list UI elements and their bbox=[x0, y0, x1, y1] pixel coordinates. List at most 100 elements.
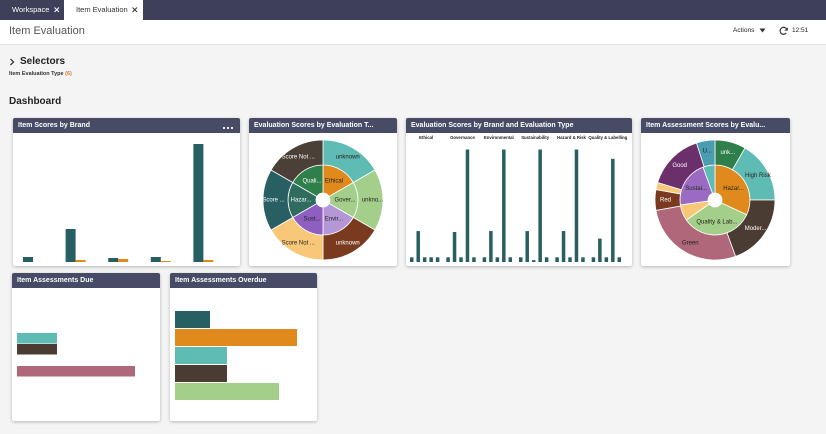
close-icon[interactable] bbox=[53, 6, 61, 14]
center-hole bbox=[316, 193, 330, 207]
segment-label: Red bbox=[660, 198, 671, 204]
bar bbox=[175, 347, 227, 364]
selectors-title[interactable]: Selectors bbox=[20, 56, 66, 67]
bar bbox=[508, 257, 513, 262]
bar bbox=[193, 144, 204, 262]
bar bbox=[160, 261, 171, 262]
bar bbox=[23, 257, 33, 262]
segment-label: Moder... bbox=[745, 226, 767, 232]
segment-label: Green bbox=[682, 240, 699, 246]
segment-label: Hazar... bbox=[723, 186, 744, 192]
close-icon[interactable] bbox=[131, 6, 139, 14]
page-header bbox=[0, 20, 826, 45]
chart bbox=[17, 333, 135, 377]
segment-label: Sust... bbox=[303, 217, 320, 223]
bar bbox=[581, 257, 585, 262]
card-title: Item Scores by Brand bbox=[13, 118, 240, 133]
sunburst-segment bbox=[695, 139, 716, 168]
refresh-icon[interactable] bbox=[779, 26, 789, 36]
segment-label: Score ... bbox=[262, 198, 285, 204]
segment-label: High Risk bbox=[745, 173, 772, 179]
segment-label: Gover... bbox=[334, 198, 355, 204]
segment-label: unk... bbox=[720, 150, 735, 156]
category-label: Environmental bbox=[484, 135, 514, 140]
bar bbox=[502, 149, 506, 262]
card: Item Assessments Overdue bbox=[170, 273, 317, 421]
category-label: Ethical bbox=[419, 135, 433, 140]
bar bbox=[598, 238, 602, 262]
dashboard-title: Dashboard bbox=[9, 96, 62, 107]
bar bbox=[435, 257, 440, 262]
category-label: Governance bbox=[450, 135, 475, 140]
category-label: Quality & Labelling bbox=[588, 135, 627, 140]
bar bbox=[574, 149, 579, 262]
center-hole bbox=[708, 193, 722, 207]
segment-label: U... bbox=[703, 149, 713, 155]
bar bbox=[175, 329, 297, 346]
bar bbox=[568, 257, 572, 262]
bar bbox=[429, 257, 433, 262]
card: Item Scores by Brand bbox=[13, 118, 240, 266]
segment-label: Ethical bbox=[325, 179, 343, 185]
bar bbox=[482, 257, 487, 262]
actions-menu[interactable]: Actions bbox=[733, 27, 755, 34]
bar bbox=[118, 259, 129, 262]
card-title: Evaluation Scores by Brand and Evaluatio… bbox=[406, 118, 632, 133]
bar bbox=[525, 231, 529, 262]
tab[interactable]: Workspace bbox=[0, 0, 63, 20]
segment-label: unkno... bbox=[362, 198, 384, 204]
bar bbox=[150, 257, 161, 262]
card: Evaluation Scores by Brand and Evaluatio… bbox=[406, 118, 632, 266]
bar bbox=[175, 311, 210, 328]
chart: Ethical Governance Environmental Sustainabi… bbox=[410, 135, 628, 262]
bar bbox=[459, 257, 463, 262]
expand-icon[interactable] bbox=[9, 58, 15, 66]
bar bbox=[611, 158, 615, 262]
card-title: Evaluation Scores by Evaluation T... bbox=[249, 118, 397, 133]
bar bbox=[175, 383, 279, 400]
bar bbox=[410, 257, 414, 262]
bar bbox=[531, 260, 536, 262]
card: Item Assessments Due bbox=[12, 273, 160, 421]
clock: 12:51 bbox=[792, 27, 809, 34]
dropdown-icon[interactable] bbox=[759, 28, 766, 33]
segment-label: Score Not ... bbox=[282, 240, 316, 246]
card-title: Item Assessments Due bbox=[12, 273, 160, 288]
bar bbox=[489, 231, 493, 262]
segment-label: Envir... bbox=[325, 217, 344, 223]
tab-bar bbox=[0, 0, 826, 20]
filter-count: (6) bbox=[65, 71, 72, 77]
chart bbox=[175, 311, 297, 400]
bar bbox=[604, 257, 609, 262]
segment-label: unknown bbox=[336, 240, 360, 246]
segment-label: Hazar... bbox=[291, 198, 312, 204]
bar bbox=[75, 260, 86, 262]
segment-label: Score Not ... bbox=[282, 155, 316, 161]
tab-label: Item Evaluation bbox=[76, 5, 128, 14]
category-label: Hazard & Risk bbox=[557, 135, 587, 140]
card-title: Item Assessments Overdue bbox=[170, 273, 317, 288]
bar bbox=[538, 149, 542, 262]
bar bbox=[472, 257, 476, 262]
menu-icon[interactable] bbox=[222, 123, 234, 133]
card-title: Item Assessment Scores by Evalu... bbox=[641, 118, 790, 133]
chart bbox=[23, 144, 214, 262]
filter-name: Item Evaluation Type bbox=[9, 71, 64, 77]
card-menu[interactable] bbox=[222, 120, 234, 130]
tab-active[interactable]: Item Evaluation bbox=[64, 0, 143, 20]
bar bbox=[422, 257, 427, 262]
bar bbox=[544, 257, 549, 262]
bar bbox=[446, 257, 450, 262]
bar bbox=[591, 257, 596, 262]
filter-label: Item Evaluation Type (6) bbox=[9, 71, 72, 77]
bar bbox=[617, 257, 622, 262]
card: Item Assessment Scores by Evalu... Hazar.… bbox=[641, 118, 790, 266]
bar bbox=[175, 365, 227, 382]
segment-label: Good bbox=[672, 163, 687, 169]
page-title: Item Evaluation bbox=[9, 25, 85, 37]
bar bbox=[17, 344, 57, 355]
sunburst-segment bbox=[270, 139, 324, 184]
segment-label: Quali... bbox=[302, 179, 321, 185]
segment-label: Sustai... bbox=[685, 186, 707, 192]
